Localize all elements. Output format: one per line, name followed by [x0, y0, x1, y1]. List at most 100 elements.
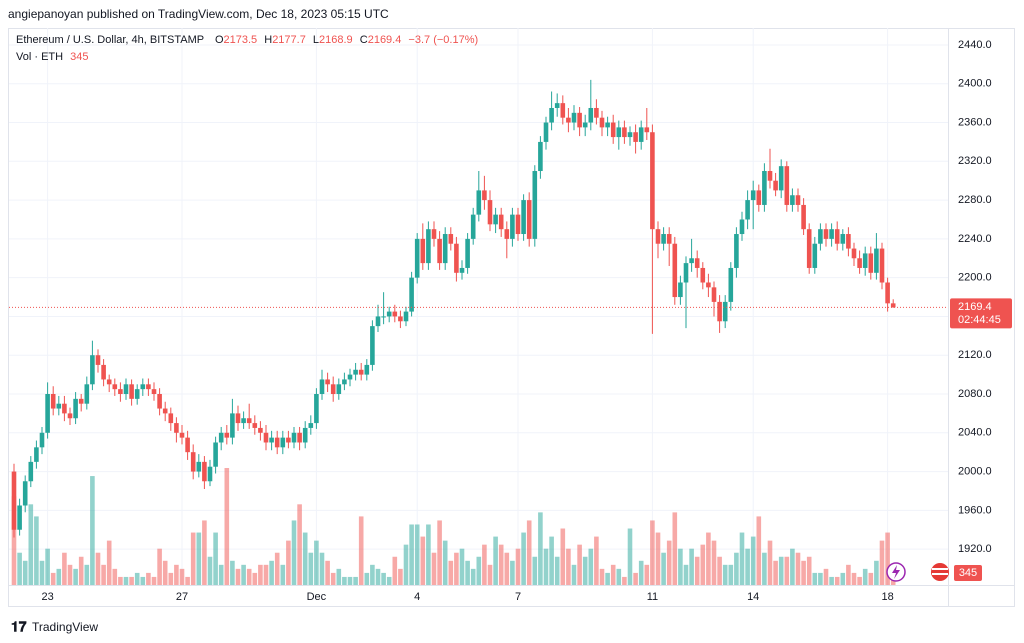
candle-body — [745, 200, 750, 220]
candle-body — [515, 214, 521, 235]
volume-bar — [112, 568, 118, 585]
legend-value: 2173.5 — [224, 34, 258, 46]
volume-bar — [274, 552, 280, 585]
volume-bar — [633, 572, 638, 585]
candle-body — [577, 112, 582, 128]
volume-bar — [437, 520, 442, 585]
candle-body — [661, 234, 666, 244]
candle-body — [526, 200, 532, 239]
volume-bar — [258, 564, 263, 585]
price-tag-countdown: 02:44:45 — [958, 314, 1001, 326]
candle-body — [28, 461, 34, 482]
candle-body — [454, 243, 459, 273]
volume-bar — [414, 524, 420, 585]
candle-body — [336, 384, 342, 395]
candle-body — [750, 190, 756, 201]
x-tick-label: Dec — [307, 591, 327, 603]
volume-bar — [750, 536, 756, 585]
volume-bar — [291, 520, 297, 585]
volume-bar — [538, 512, 543, 585]
volume-bar — [185, 576, 190, 585]
volume-bar — [454, 552, 459, 585]
volume-bar — [834, 576, 840, 585]
candle-body — [638, 127, 644, 142]
x-tick-label: 11 — [647, 591, 658, 603]
y-tick-label: 2280.0 — [958, 194, 992, 206]
event-bolt — [892, 565, 900, 579]
volume-bar — [403, 544, 409, 585]
volume-bar — [252, 572, 258, 585]
y-tick-label: 1960.0 — [958, 504, 992, 516]
candle-body — [140, 384, 146, 390]
footer: 𝟏𝟕 TradingView — [11, 619, 98, 635]
volume-bar — [459, 548, 465, 585]
candle-body — [465, 238, 470, 268]
volume-bar — [745, 548, 750, 585]
volume-legend: Vol · ETH 345 — [16, 51, 89, 63]
candle-body — [319, 379, 325, 395]
volume-bar — [118, 576, 123, 585]
x-tick-label: 4 — [414, 591, 420, 603]
candle-body — [622, 127, 627, 138]
candle-body — [258, 427, 263, 433]
volume-bar — [549, 536, 554, 585]
volume-bar — [448, 560, 454, 585]
volume-bar — [409, 524, 414, 585]
candle-body — [325, 379, 330, 385]
volume-bar — [202, 520, 207, 585]
volume-bar — [174, 564, 179, 585]
volume-bar — [493, 536, 498, 585]
candle-body — [599, 117, 605, 128]
volume-bar — [554, 556, 560, 585]
volume-bar — [476, 556, 482, 585]
candle-body — [610, 122, 616, 138]
symbol-title: Ethereum / U.S. Dollar, 4h, BITSTAMP — [16, 34, 204, 46]
candle-body — [538, 141, 543, 172]
volume-bar — [857, 576, 862, 585]
volume-bar — [297, 504, 302, 585]
candle-body — [633, 132, 638, 142]
volume-bar — [140, 576, 146, 585]
candle-body — [890, 303, 896, 308]
candle-body — [252, 423, 258, 428]
candles — [11, 79, 896, 538]
candle-body — [207, 466, 213, 482]
volume-bar — [594, 536, 599, 585]
volume-bar — [28, 504, 34, 585]
volume-bar — [588, 548, 594, 585]
candle-body — [566, 117, 571, 123]
volume-bar — [622, 576, 627, 585]
volume-bar — [806, 556, 812, 585]
candle-body — [795, 195, 801, 205]
volume-bar — [319, 552, 325, 585]
legend-label: H — [264, 34, 272, 46]
y-tick-label: 2400.0 — [958, 78, 992, 90]
candle-body — [62, 403, 67, 414]
candle-body — [560, 103, 566, 118]
candle-body — [442, 234, 448, 264]
volume-bar — [700, 544, 706, 585]
volume-bar — [420, 536, 426, 585]
candle-body — [73, 398, 78, 419]
candle-body — [381, 316, 386, 318]
volume-bar — [90, 476, 95, 585]
volume-bar — [190, 532, 196, 585]
candle-body — [885, 282, 890, 304]
legend-label: L — [313, 34, 319, 46]
candle-body — [784, 166, 790, 205]
price-tag-value: 2169.4 — [958, 301, 992, 313]
candle-body — [594, 107, 599, 118]
volume-bar — [616, 568, 622, 585]
flag-stripe — [932, 568, 948, 570]
candle-body — [106, 379, 112, 385]
volume-bar — [577, 544, 582, 585]
candle-body — [773, 180, 778, 191]
candle-body — [409, 277, 414, 312]
candle-body — [627, 132, 633, 138]
side-icons — [886, 562, 949, 582]
candle-body — [532, 171, 538, 239]
candle-body — [134, 389, 140, 399]
volume-bar — [263, 564, 269, 585]
